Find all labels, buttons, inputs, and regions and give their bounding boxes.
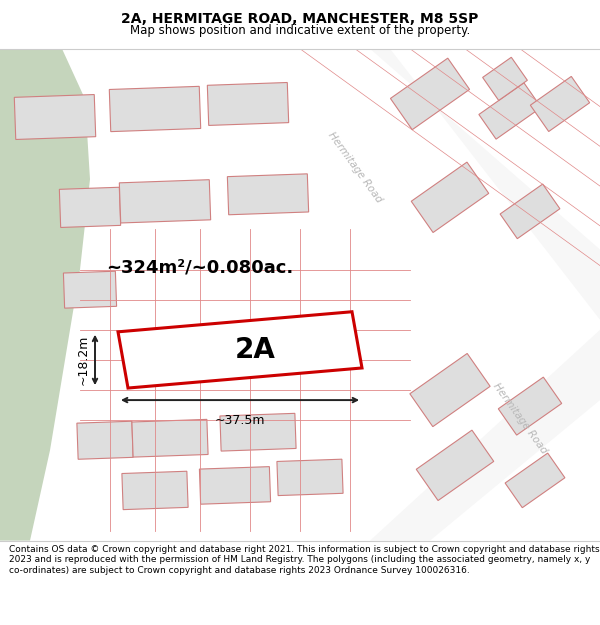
Polygon shape [411, 162, 489, 232]
Polygon shape [109, 86, 201, 132]
Polygon shape [277, 459, 343, 496]
Text: Contains OS data © Crown copyright and database right 2021. This information is : Contains OS data © Crown copyright and d… [9, 545, 599, 574]
Text: Map shows position and indicative extent of the property.: Map shows position and indicative extent… [130, 24, 470, 36]
Text: ~18.2m: ~18.2m [77, 335, 90, 385]
Polygon shape [391, 58, 470, 130]
Text: ~37.5m: ~37.5m [215, 414, 265, 427]
Text: ~324m²/~0.080ac.: ~324m²/~0.080ac. [106, 259, 293, 277]
Polygon shape [350, 330, 600, 541]
Polygon shape [505, 453, 565, 508]
Text: 2A: 2A [235, 336, 275, 364]
Polygon shape [410, 354, 490, 427]
Polygon shape [208, 82, 289, 126]
Polygon shape [14, 94, 96, 139]
Polygon shape [132, 419, 208, 457]
Polygon shape [315, 49, 600, 320]
Polygon shape [416, 430, 494, 501]
Polygon shape [482, 58, 527, 101]
Text: Hermitage Road: Hermitage Road [326, 130, 384, 204]
Polygon shape [479, 83, 541, 139]
Polygon shape [59, 188, 121, 228]
Polygon shape [64, 271, 116, 308]
Polygon shape [500, 184, 560, 239]
Polygon shape [122, 471, 188, 509]
Polygon shape [119, 180, 211, 223]
Text: 2A, HERMITAGE ROAD, MANCHESTER, M8 5SP: 2A, HERMITAGE ROAD, MANCHESTER, M8 5SP [121, 12, 479, 26]
Polygon shape [220, 413, 296, 451]
Polygon shape [227, 174, 308, 215]
Polygon shape [118, 312, 362, 388]
Text: Hermitage Road: Hermitage Road [491, 381, 549, 456]
Polygon shape [0, 49, 90, 541]
Polygon shape [530, 76, 590, 131]
Polygon shape [199, 467, 271, 504]
Polygon shape [498, 377, 562, 435]
Polygon shape [77, 421, 133, 459]
